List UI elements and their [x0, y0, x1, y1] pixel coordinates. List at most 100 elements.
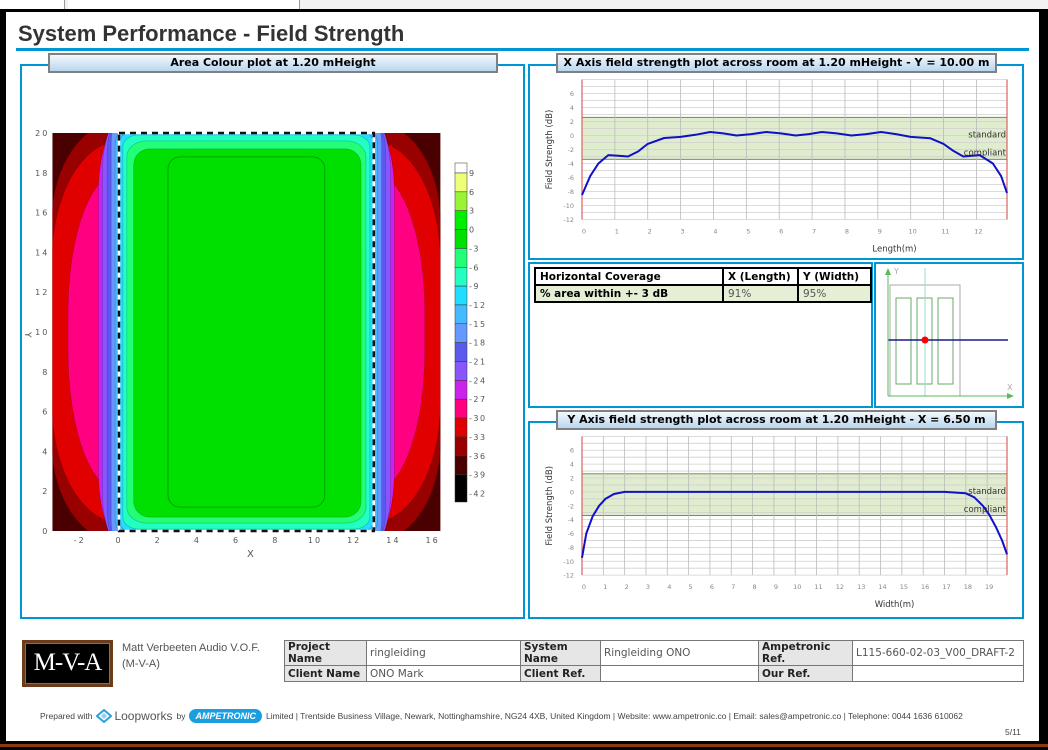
y-tick-label: 4 [570, 104, 574, 112]
y-tick-label: 4 [570, 461, 574, 469]
colorbar-label: -39 [469, 471, 487, 480]
x-tick-label: 2 [625, 583, 629, 591]
colorbar-segment [454, 436, 468, 456]
x-tick-label: 8 [272, 536, 279, 545]
colorbar-label: -33 [469, 433, 487, 442]
colorbar-label: -27 [469, 395, 487, 404]
y-plot-header: Y Axis field strength plot across room a… [556, 410, 997, 430]
bottom-rule [0, 744, 1048, 747]
y-tick-label: -2 [568, 146, 574, 154]
x-tick-label: 10 [793, 583, 801, 591]
x-tick-label: 1 [615, 228, 619, 236]
colorbar-segment [454, 191, 468, 211]
compliance-band [581, 473, 1008, 516]
y-tick-label: 16 [35, 209, 49, 218]
x-tick-label: 12 [974, 228, 982, 236]
colorbar-segment [454, 172, 468, 193]
label-cell: System Name [520, 640, 601, 666]
band-label: compliant [964, 149, 1007, 159]
x-tick-label: 0 [582, 228, 586, 236]
table-header-row: Horizontal Coverage X (Length) Y (Width) [534, 267, 872, 286]
contour-bands [52, 133, 441, 531]
x-tick-label: 0 [115, 536, 122, 545]
table-row: Project Name ringleiding System Name Rin… [284, 640, 1024, 666]
colorbar-label: 6 [469, 188, 476, 197]
prepared-with-text: Prepared with [40, 711, 93, 721]
colorbar-segment [454, 210, 468, 230]
colorbar-segment [454, 323, 468, 343]
colorbar-label: 3 [469, 207, 476, 216]
y-tick-label: -10 [563, 558, 574, 566]
area-colour-plot: -2 0 2 4 6 8 10 12 14 16 0 2 4 6 8 10 12 14 16 18 20 X Y 9 6 3 0 -3… [22, 129, 487, 560]
diagram-y-label: Y [893, 267, 899, 276]
x-tick-label: 11 [814, 583, 822, 591]
company-line: Matt Verbeeten Audio V.O.F. [122, 642, 260, 654]
x-tick-label: 9 [774, 583, 778, 591]
by-text: by [176, 711, 186, 721]
colorbar-segment [454, 229, 468, 249]
colorbar-label: -21 [469, 358, 487, 367]
x-tick-label: 16 [426, 536, 440, 545]
position-diagram: Y X [885, 267, 1014, 399]
y-tick-label: -8 [568, 188, 574, 196]
y-tick-label: 2 [570, 474, 574, 482]
header-cell: X (Length) [722, 267, 799, 286]
x-plot-panel [528, 64, 1024, 260]
colorbar-label: -12 [469, 301, 487, 310]
colorbar-segment [454, 267, 468, 287]
page-title: System Performance - Field Strength [18, 21, 405, 46]
x-tick-label: 8 [845, 228, 849, 236]
x-axis-label: Width(m) [875, 600, 915, 610]
colorbar-segment [454, 398, 468, 419]
y-tick-label: 6 [570, 90, 574, 98]
x-tick-label: 5 [689, 583, 693, 591]
y-tick-label: 10 [35, 328, 49, 337]
y-tick-label: 14 [35, 248, 49, 257]
colorbar-segment [454, 361, 468, 381]
arrow-head-icon [1007, 393, 1014, 399]
footer-line: Prepared with Loopworks by AMPETRONIC Li… [40, 709, 963, 723]
x-axis-label: Length(m) [872, 245, 916, 255]
address-text: Limited | Trentside Business Village, Ne… [265, 711, 963, 721]
contour-band [133, 148, 362, 518]
coverage-table: Horizontal Coverage X (Length) Y (Width)… [534, 267, 872, 303]
label-cell: Client Name [284, 665, 367, 682]
x-tick-label: 11 [941, 228, 949, 236]
x-tick-label: 6 [710, 583, 714, 591]
colorbar-label: -24 [469, 376, 487, 385]
colorbar-label: -36 [469, 452, 487, 461]
header-cell: Y (Width) [797, 267, 872, 286]
x-tick-label: 9 [878, 228, 882, 236]
field-strength-curve [581, 131, 1008, 196]
y-tick-label: -12 [563, 216, 574, 224]
loop-rect [937, 297, 954, 385]
y-axis-label: Field Strength (dB) [545, 110, 555, 190]
tab[interactable] [68, 0, 300, 9]
y-tick-label: 12 [35, 288, 49, 297]
x-tick-label: 15 [900, 583, 908, 591]
band-label: compliant [964, 505, 1007, 515]
y-tick-label: 20 [35, 129, 49, 138]
mva-logo: M-V-A [22, 640, 113, 687]
x-tick-label: 5 [746, 228, 750, 236]
y-tick-label: -2 [568, 502, 574, 510]
field-strength-curve [581, 490, 1008, 558]
top-strip [0, 0, 1048, 9]
x-tick-label: 3 [681, 228, 685, 236]
logo-text: M-V-A [25, 643, 110, 684]
tab[interactable] [0, 0, 65, 9]
value-cell: ONO Mark [366, 665, 521, 682]
page-number: 5/11 [1005, 727, 1021, 737]
x-tick-label: 2 [155, 536, 162, 545]
colorbar-segment [454, 455, 468, 475]
x-tick-label: 17 [942, 583, 950, 591]
ampetronic-logo: AMPETRONIC [189, 709, 262, 723]
row-label: % area within +- 3 dB [534, 284, 724, 303]
x-tick-label: 12 [836, 583, 844, 591]
y-tick-label: 8 [42, 368, 49, 377]
y-tick-label: -4 [568, 160, 574, 168]
colorbar-segment [454, 417, 468, 438]
label-cell: Ampetronic Ref. [758, 640, 853, 666]
x-tick-label: 4 [667, 583, 671, 591]
